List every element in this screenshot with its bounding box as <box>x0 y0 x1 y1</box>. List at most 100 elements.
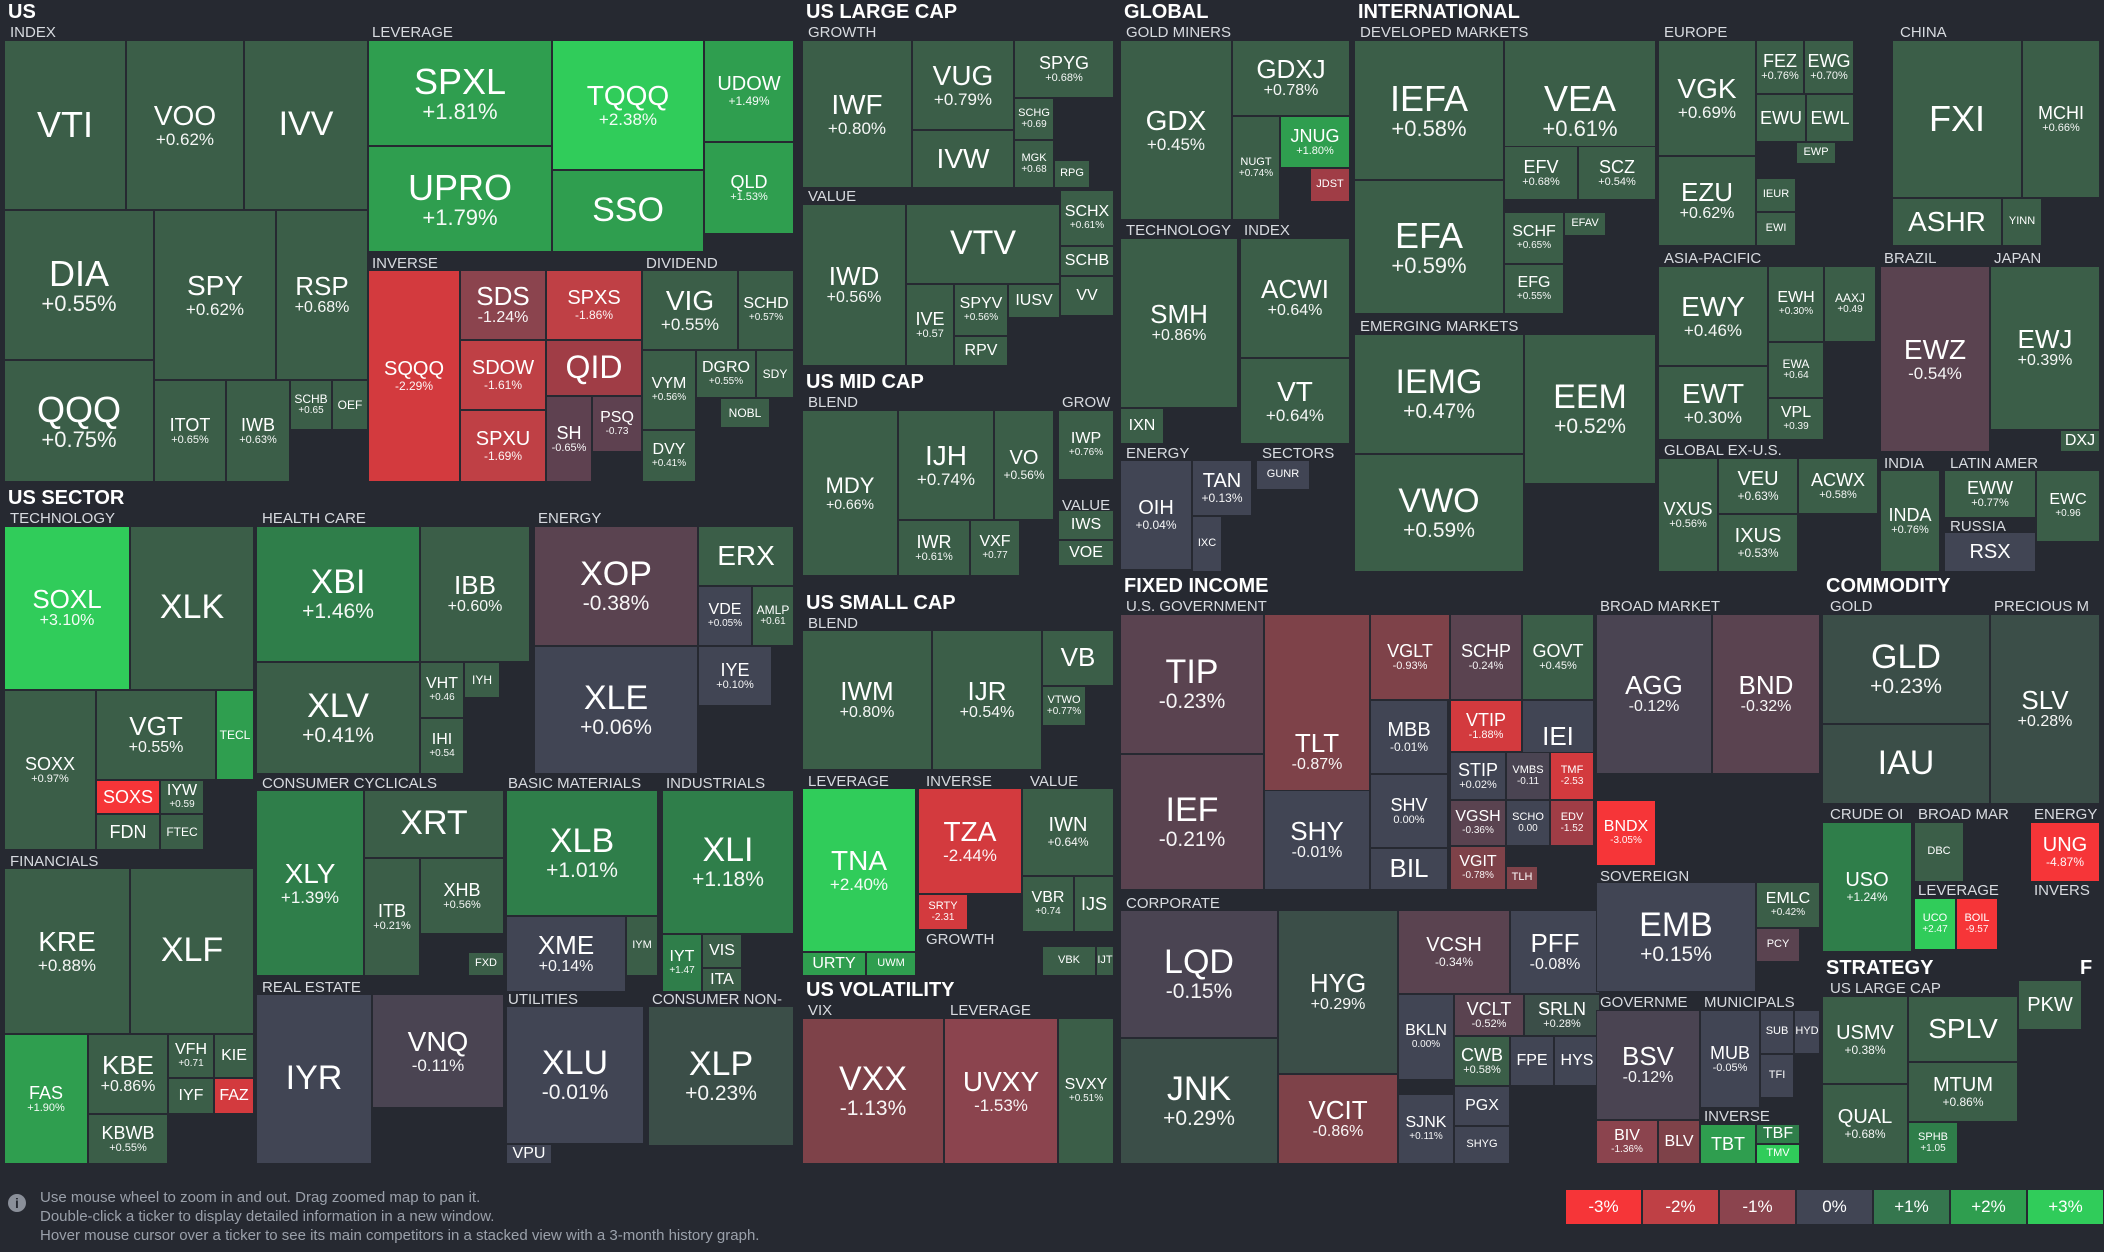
ticker-tile-qqq[interactable]: QQQ +0.75% <box>4 360 154 482</box>
ticker-tile-sub[interactable]: SUB <box>1760 1010 1794 1054</box>
ticker-tile-spyg[interactable]: SPYG +0.68% <box>1014 40 1114 98</box>
ticker-tile-iusv[interactable]: IUSV <box>1008 284 1060 318</box>
ticker-tile-ewy[interactable]: EWY +0.46% <box>1658 266 1768 366</box>
ticker-tile-ewh[interactable]: EWH +0.30% <box>1768 266 1824 342</box>
ticker-tile-xly[interactable]: XLY +1.39% <box>256 790 364 976</box>
ticker-tile-emlc[interactable]: EMLC +0.42% <box>1756 882 1820 928</box>
ticker-tile-tqqq[interactable]: TQQQ +2.38% <box>552 40 704 170</box>
ticker-tile-qid[interactable]: QID <box>546 340 642 396</box>
ticker-tile-upro[interactable]: UPRO +1.79% <box>368 146 552 252</box>
ticker-tile-iym[interactable]: IYM <box>626 916 658 976</box>
ticker-tile-ewz[interactable]: EWZ -0.54% <box>1880 266 1990 452</box>
ticker-tile-bil[interactable]: BIL <box>1370 848 1448 890</box>
ticker-tile-ewc[interactable]: EWC +0.96 <box>2036 470 2100 542</box>
ticker-tile-sqqq[interactable]: SQQQ -2.29% <box>368 270 460 482</box>
ticker-tile-jnug[interactable]: JNUG +1.80% <box>1280 116 1350 168</box>
ticker-tile-vtwo[interactable]: VTWO +0.77% <box>1042 686 1086 726</box>
ticker-tile-ibb[interactable]: IBB +0.60% <box>420 526 530 662</box>
ticker-tile-efa[interactable]: EFA +0.59% <box>1354 180 1504 314</box>
ticker-tile-amlp[interactable]: AMLP +0.61 <box>752 586 794 646</box>
ticker-tile-jnk[interactable]: JNK +0.29% <box>1120 1038 1278 1164</box>
ticker-tile-vfh[interactable]: VFH +0.71 <box>168 1034 214 1078</box>
ticker-tile-vxf[interactable]: VXF +0.77 <box>970 520 1020 576</box>
ticker-tile-mtum[interactable]: MTUM +0.86% <box>1908 1062 2018 1122</box>
ticker-tile-gld[interactable]: GLD +0.23% <box>1822 614 1990 724</box>
ticker-tile-eww[interactable]: EWW +0.77% <box>1944 470 2036 518</box>
ticker-tile-vb[interactable]: VB <box>1042 630 1114 686</box>
ticker-tile-tbf[interactable]: TBF <box>1756 1124 1800 1144</box>
ticker-tile-blv[interactable]: BLV <box>1658 1120 1700 1164</box>
ticker-tile-uvxy[interactable]: UVXY -1.53% <box>944 1018 1058 1164</box>
ticker-tile-tecl[interactable]: TECL <box>216 690 254 780</box>
ticker-tile-tfi[interactable]: TFI <box>1760 1054 1794 1098</box>
ticker-tile-vt[interactable]: VT +0.64% <box>1240 358 1350 444</box>
ticker-tile-ewl[interactable]: EWL <box>1806 94 1854 142</box>
ticker-tile-oef[interactable]: OEF <box>332 380 368 430</box>
ticker-tile-ung[interactable]: UNG -4.87% <box>2030 822 2100 882</box>
ticker-tile-soxl[interactable]: SOXL +3.10% <box>4 526 130 690</box>
ticker-tile-dia[interactable]: DIA +0.55% <box>4 210 154 360</box>
ticker-tile-schb[interactable]: SCHB <box>1060 246 1114 276</box>
ticker-tile-kre[interactable]: KRE +0.88% <box>4 868 130 1034</box>
ticker-tile-iyh[interactable]: IYH <box>464 662 500 698</box>
ticker-tile-voo[interactable]: VOO +0.62% <box>126 40 244 210</box>
ticker-tile-pcy[interactable]: PCY <box>1756 928 1800 962</box>
ticker-tile-xlv[interactable]: XLV +0.41% <box>256 662 420 774</box>
ticker-tile-mbb[interactable]: MBB -0.01% <box>1370 700 1448 774</box>
ticker-tile-ijr[interactable]: IJR +0.54% <box>932 630 1042 770</box>
ticker-tile-bsv[interactable]: BSV -0.12% <box>1596 1010 1700 1120</box>
ticker-tile-scho[interactable]: SCHO 0.00 <box>1506 800 1550 846</box>
ticker-tile-dxj[interactable]: DXJ <box>2060 430 2100 452</box>
ticker-tile-sh[interactable]: SH -0.65% <box>546 396 592 482</box>
ticker-tile-vglt[interactable]: VGLT -0.93% <box>1370 614 1450 700</box>
ticker-tile-vcit[interactable]: VCIT -0.86% <box>1278 1074 1398 1164</box>
ticker-tile-xrt[interactable]: XRT <box>364 790 504 858</box>
ticker-tile-faz[interactable]: FAZ <box>214 1078 254 1114</box>
ticker-tile-stip[interactable]: STIP +0.02% <box>1450 752 1506 800</box>
ticker-tile-xhb[interactable]: XHB +0.56% <box>420 858 504 934</box>
ticker-tile-kie[interactable]: KIE <box>214 1034 254 1078</box>
ticker-tile-vpl[interactable]: VPL +0.39 <box>1768 398 1824 440</box>
ticker-tile-tan[interactable]: TAN +0.13% <box>1192 460 1252 516</box>
ticker-tile-iyr[interactable]: IYR <box>256 994 372 1164</box>
ticker-tile-xlu[interactable]: XLU -0.01% <box>506 1006 644 1144</box>
ticker-tile-tna[interactable]: TNA +2.40% <box>802 788 916 952</box>
ticker-tile-ijs[interactable]: IJS <box>1074 876 1114 932</box>
ticker-tile-pff[interactable]: PFF -0.08% <box>1510 910 1600 994</box>
ticker-tile-iye[interactable]: IYE +0.10% <box>698 646 772 706</box>
ticker-tile-ewt[interactable]: EWT +0.30% <box>1658 366 1768 440</box>
ticker-tile-bkln[interactable]: BKLN 0.00% <box>1398 994 1454 1080</box>
ticker-tile-schb[interactable]: SCHB +0.65 <box>290 380 332 430</box>
ticker-tile-sdow[interactable]: SDOW -1.61% <box>460 340 546 410</box>
ticker-tile-jdst[interactable]: JDST <box>1310 168 1350 202</box>
ticker-tile-usmv[interactable]: USMV +0.38% <box>1822 996 1908 1084</box>
ticker-tile-schd[interactable]: SCHD +0.57% <box>738 270 794 350</box>
ticker-tile-erx[interactable]: ERX <box>698 526 794 586</box>
ticker-tile-shy[interactable]: SHY -0.01% <box>1264 790 1370 890</box>
ticker-tile-qld[interactable]: QLD +1.53% <box>704 142 794 234</box>
ticker-tile-ewa[interactable]: EWA +0.64 <box>1768 342 1824 398</box>
ticker-tile-itot[interactable]: ITOT +0.65% <box>154 380 226 482</box>
ticker-tile-lqd[interactable]: LQD -0.15% <box>1120 910 1278 1038</box>
ticker-tile-gdxj[interactable]: GDXJ +0.78% <box>1232 40 1350 116</box>
ticker-tile-bnd[interactable]: BND -0.32% <box>1712 614 1820 774</box>
ticker-tile-itb[interactable]: ITB +0.21% <box>364 858 420 976</box>
ticker-tile-iefa[interactable]: IEFA +0.58% <box>1354 40 1504 180</box>
ticker-tile-ivw[interactable]: IVW <box>912 130 1014 188</box>
ticker-tile-ieur[interactable]: IEUR <box>1756 178 1796 212</box>
ticker-tile-acwx[interactable]: ACWX +0.58% <box>1798 458 1878 514</box>
ticker-tile-spy[interactable]: SPY +0.62% <box>154 210 276 380</box>
ticker-tile-ive[interactable]: IVE +0.57 <box>906 284 954 366</box>
ticker-tile-vwo[interactable]: VWO +0.59% <box>1354 454 1524 572</box>
ticker-tile-efv[interactable]: EFV +0.68% <box>1504 146 1578 200</box>
ticker-tile-xle[interactable]: XLE +0.06% <box>534 646 698 774</box>
ticker-tile-sso[interactable]: SSO <box>552 170 704 252</box>
ticker-tile-hyd[interactable]: HYD <box>1794 1010 1820 1054</box>
ticker-tile-ewj[interactable]: EWJ +0.39% <box>1990 266 2100 430</box>
ticker-tile-fas[interactable]: FAS +1.90% <box>4 1034 88 1164</box>
ticker-tile-spxl[interactable]: SPXL +1.81% <box>368 40 552 146</box>
ticker-tile-vcsh[interactable]: VCSH -0.34% <box>1398 910 1510 994</box>
ticker-tile-svxy[interactable]: SVXY +0.51% <box>1058 1018 1114 1164</box>
ticker-tile-schg[interactable]: SCHG +0.69 <box>1014 98 1054 140</box>
ticker-tile-iemg[interactable]: IEMG +0.47% <box>1354 334 1524 454</box>
